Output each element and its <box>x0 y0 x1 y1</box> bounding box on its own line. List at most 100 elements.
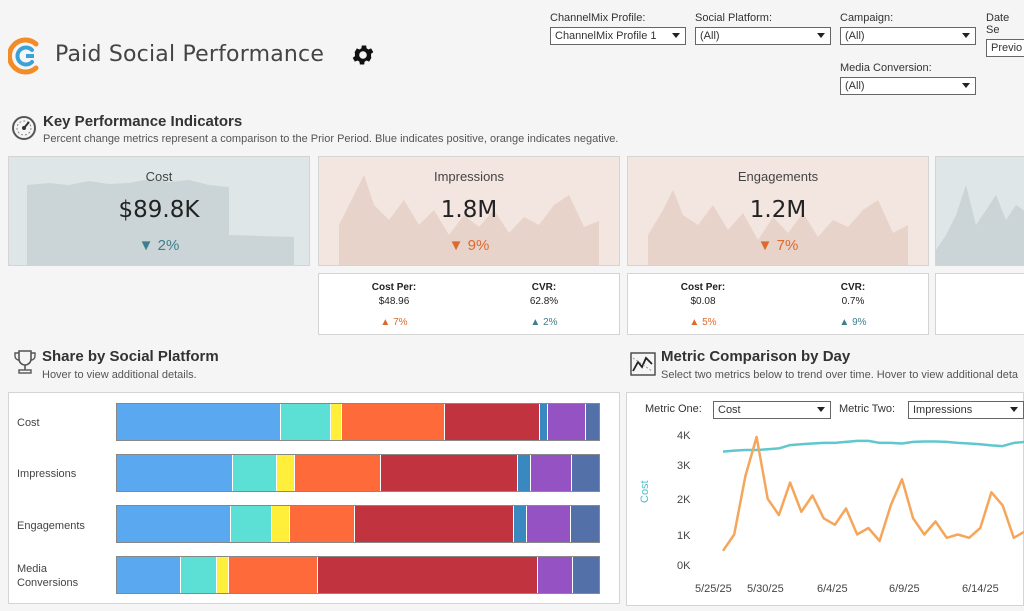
speedometer-icon <box>10 114 38 142</box>
filter-label: Social Platform: <box>695 12 831 24</box>
bar-segment[interactable] <box>518 455 530 491</box>
bar-segment[interactable] <box>381 455 518 491</box>
filter-date-selection: Date Se Previo <box>986 12 1024 57</box>
bar-segment[interactable] <box>527 506 570 542</box>
chevron-down-icon <box>962 33 970 38</box>
bar-segment[interactable] <box>445 404 540 440</box>
bar-segment[interactable] <box>229 557 319 593</box>
media-conversion-select[interactable]: (All) <box>840 77 976 95</box>
line-chart-icon <box>630 352 656 376</box>
kpi-change: ▼ 7% <box>628 237 928 254</box>
bar-segment[interactable] <box>331 404 342 440</box>
arrow-up-icon: ▲ <box>689 317 699 328</box>
bar-label-engagements: Engagements <box>17 519 85 533</box>
filter-label: Date Se <box>986 12 1024 36</box>
kpi-value: 1.8M <box>319 197 619 223</box>
share-bar-impressions[interactable] <box>116 454 600 492</box>
kpi-section-title: Key Performance Indicators <box>43 113 242 130</box>
share-bar-cost[interactable] <box>116 403 600 441</box>
bar-segment[interactable] <box>277 455 295 491</box>
arrow-down-icon: ▼ <box>139 237 154 254</box>
bar-label-impressions: Impressions <box>17 467 76 481</box>
bar-segment[interactable] <box>548 404 587 440</box>
arrow-down-icon: ▼ <box>758 237 773 254</box>
filter-label: ChannelMix Profile: <box>550 12 686 24</box>
filter-campaign: Campaign: (All) <box>840 12 976 45</box>
bar-segment[interactable] <box>586 404 599 440</box>
kpi-card-impressions[interactable]: Impressions 1.8M ▼ 9% <box>318 156 620 266</box>
bar-segment[interactable] <box>355 506 514 542</box>
kpi-section-subtitle: Percent change metrics represent a compa… <box>43 133 618 145</box>
kpi-subcard-engagements: Cost Per: $0.08 ▲ 5% CVR: 0.7% ▲ 9% <box>627 273 929 335</box>
cost-per-metric: Cost Per: $0.08 ▲ 5% <box>663 282 743 328</box>
kpi-card-partial[interactable] <box>935 156 1024 266</box>
bar-segment[interactable] <box>281 404 332 440</box>
kpi-name: Impressions <box>319 169 619 184</box>
bar-segment[interactable] <box>233 455 278 491</box>
partial-sparkline <box>936 156 1024 265</box>
metric-section-title: Metric Comparison by Day <box>661 348 850 365</box>
bar-segment[interactable] <box>514 506 527 542</box>
campaign-select[interactable]: (All) <box>840 27 976 45</box>
bar-segment[interactable] <box>295 455 381 491</box>
bar-segment[interactable] <box>231 506 272 542</box>
share-section-subtitle: Hover to view additional details. <box>42 369 197 381</box>
kpi-change: ▼ 2% <box>9 237 309 254</box>
social-platform-select[interactable]: (All) <box>695 27 831 45</box>
bar-segment[interactable] <box>117 455 233 491</box>
share-bar-media-conversions[interactable] <box>116 556 600 594</box>
metric-chart-panel: Metric One: Cost Metric Two: Impressions… <box>626 392 1024 606</box>
share-bar-engagements[interactable] <box>116 505 600 543</box>
bar-segment[interactable] <box>117 506 231 542</box>
kpi-subcard-partial <box>935 273 1024 335</box>
share-chart-panel: Cost Impressions Engagements Media Conve… <box>8 392 620 604</box>
bar-segment[interactable] <box>217 557 229 593</box>
kpi-value: $89.8K <box>9 197 309 223</box>
kpi-value: 1.2M <box>628 197 928 223</box>
bar-segment[interactable] <box>531 455 573 491</box>
kpi-name: Cost <box>9 169 309 184</box>
bar-segment[interactable] <box>538 557 574 593</box>
bar-segment[interactable] <box>342 404 445 440</box>
channelmix-logo-icon <box>8 36 44 76</box>
bar-label-cost: Cost <box>17 416 40 430</box>
channelmix-profile-select[interactable]: ChannelMix Profile 1 <box>550 27 686 45</box>
page-title: Paid Social Performance <box>55 42 324 67</box>
trophy-icon <box>12 348 38 376</box>
filter-label: Campaign: <box>840 12 976 24</box>
bar-segment[interactable] <box>117 557 181 593</box>
bar-segment[interactable] <box>181 557 217 593</box>
metric-line-chart[interactable] <box>627 393 1024 607</box>
bar-segment[interactable] <box>117 404 281 440</box>
bar-segment[interactable] <box>272 506 290 542</box>
kpi-name: Engagements <box>628 169 928 184</box>
series-line-cost[interactable] <box>723 437 1024 551</box>
arrow-up-icon: ▲ <box>530 317 540 328</box>
bar-segment[interactable] <box>573 557 599 593</box>
kpi-card-cost[interactable]: Cost $89.8K ▼ 2% <box>8 156 310 266</box>
arrow-up-icon: ▲ <box>839 317 849 328</box>
gear-icon[interactable] <box>350 42 376 68</box>
filter-media-conversion: Media Conversion: (All) <box>840 62 976 95</box>
arrow-down-icon: ▼ <box>449 237 464 254</box>
bar-label-media-conversions: Media Conversions <box>17 562 78 590</box>
date-selection-select[interactable]: Previo <box>986 39 1024 57</box>
share-section-title: Share by Social Platform <box>42 348 219 365</box>
bar-segment[interactable] <box>290 506 356 542</box>
chevron-down-icon <box>672 33 680 38</box>
series-line-impressions[interactable] <box>723 441 1024 452</box>
bar-segment[interactable] <box>318 557 537 593</box>
chevron-down-icon <box>962 83 970 88</box>
metric-section-subtitle: Select two metrics below to trend over t… <box>661 369 1024 381</box>
kpi-subcard-impressions: Cost Per: $48.96 ▲ 7% CVR: 62.8% ▲ 2% <box>318 273 620 335</box>
cvr-metric: CVR: 62.8% ▲ 2% <box>504 282 584 328</box>
filter-label: Media Conversion: <box>840 62 976 74</box>
kpi-card-engagements[interactable]: Engagements 1.2M ▼ 7% <box>627 156 929 266</box>
cost-per-metric: Cost Per: $48.96 ▲ 7% <box>354 282 434 328</box>
bar-segment[interactable] <box>571 506 599 542</box>
bar-segment[interactable] <box>572 455 599 491</box>
kpi-change: ▼ 9% <box>319 237 619 254</box>
filter-social-platform: Social Platform: (All) <box>695 12 831 45</box>
bar-segment[interactable] <box>540 404 548 440</box>
chevron-down-icon <box>817 33 825 38</box>
